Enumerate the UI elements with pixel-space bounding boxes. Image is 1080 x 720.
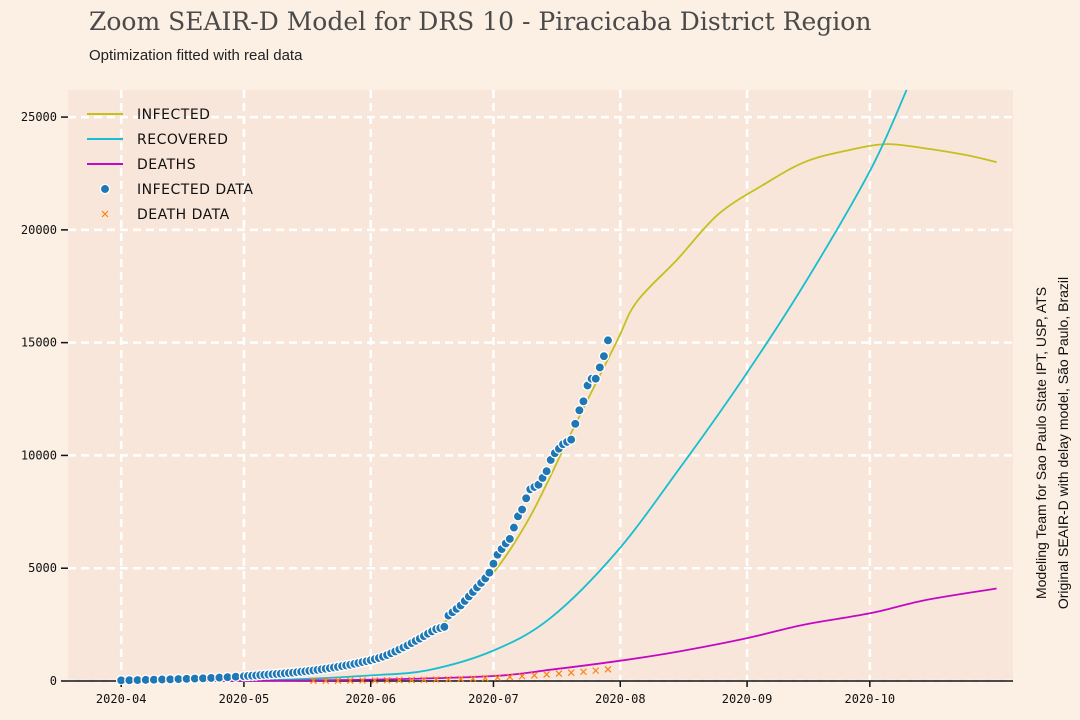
y-tick-label-5: 25000 [21, 110, 57, 124]
y-tick-label-2: 10000 [21, 448, 57, 462]
data-point-death-data [310, 677, 317, 685]
x-tick-label-5: 2020-09 [722, 692, 773, 706]
data-point-death-data [346, 677, 354, 684]
series-group [115, 89, 997, 685]
data-point-death-data [481, 674, 489, 682]
y-tick-label-1: 5000 [28, 561, 57, 575]
legend-label-deaths: DEATHS [137, 157, 196, 173]
side-note-group: Modeling Team for Sao Paulo State IPT, U… [1033, 277, 1071, 609]
legend-swatch-infected-data [99, 183, 111, 195]
data-point-death-data [432, 676, 440, 683]
data-point-infected-data [439, 621, 450, 633]
data-point-death-data [592, 667, 600, 675]
plot-layer: 2020-04 2020-05 2020-06 2020-07 2020-08 2020-… [21, 89, 1013, 706]
data-point-death-data [420, 676, 428, 684]
data-point-infected-data [578, 396, 589, 407]
data-point-death-data [506, 673, 514, 681]
data-point-infected-data [508, 522, 520, 533]
data-point-death-data [543, 671, 551, 678]
data-point-infected-data [594, 362, 606, 373]
data-point-death-data [445, 675, 452, 683]
legend-swatch-death-data [101, 210, 109, 218]
legend: INFECTED RECOVERED DEATHS INFECTED DATA DEAT… [87, 107, 253, 223]
data-point-infected-data [574, 405, 585, 416]
data-point-death-data [457, 675, 465, 683]
plot-background [68, 90, 1013, 681]
series-line-recovered [121, 89, 908, 682]
data-point-death-data [567, 669, 575, 677]
y-tick-label-4: 20000 [21, 223, 57, 237]
chart-title: Zoom SEAIR-D Model for DRS 10 - Piracica… [89, 7, 871, 36]
data-point-death-data [469, 675, 477, 683]
data-point-infected-data [565, 434, 577, 445]
x-tick-label-6: 2020-10 [845, 692, 896, 706]
data-point-infected-data [602, 335, 614, 346]
data-point-death-data [494, 674, 501, 682]
legend-label-recovered: RECOVERED [137, 132, 228, 148]
data-point-death-data [580, 668, 587, 676]
x-tick-label-4: 2020-08 [595, 692, 646, 706]
data-point-infected-data [541, 465, 552, 477]
x-tick-label-0: 2020-04 [96, 692, 147, 706]
data-point-death-data [604, 665, 612, 673]
data-point-death-data [383, 676, 391, 684]
data-point-death-data [530, 671, 538, 679]
data-point-infected-data [590, 373, 601, 384]
y-tick-label-3: 15000 [21, 336, 57, 350]
y-tick-label-0: 0 [50, 674, 57, 688]
data-point-infected-data [504, 533, 516, 545]
data-point-infected-data [598, 350, 610, 362]
legend-label-infected-data: INFECTED DATA [137, 182, 253, 198]
data-point-death-data [322, 677, 330, 685]
data-point-death-data [359, 677, 366, 684]
data-point-infected-data [484, 567, 495, 578]
x-tick-label-3: 2020-07 [468, 692, 519, 706]
data-point-infected-data [488, 558, 499, 569]
data-point-infected-data [520, 493, 532, 504]
data-point-death-data [555, 670, 563, 677]
data-point-infected-data [516, 504, 528, 515]
data-point-death-data [334, 677, 342, 685]
data-point-death-data [371, 676, 379, 684]
chart-subtitle: Optimization fitted with real data [89, 47, 303, 64]
data-point-death-data [395, 676, 403, 684]
data-point-infected-data [570, 418, 581, 430]
legend-label-infected: INFECTED [137, 107, 210, 123]
legend-label-death-data: DEATH DATA [137, 207, 230, 223]
x-tick-label-1: 2020-05 [219, 692, 270, 706]
series-line-deaths [121, 587, 997, 682]
side-note-line-1: Modeling Team for Sao Paulo State IPT, U… [1033, 287, 1049, 599]
side-note-line-2: Original SEAIR-D with delay model, São P… [1055, 277, 1071, 609]
data-point-death-data [408, 676, 416, 684]
data-point-death-data [518, 672, 526, 680]
x-tick-label-2: 2020-06 [345, 692, 396, 706]
